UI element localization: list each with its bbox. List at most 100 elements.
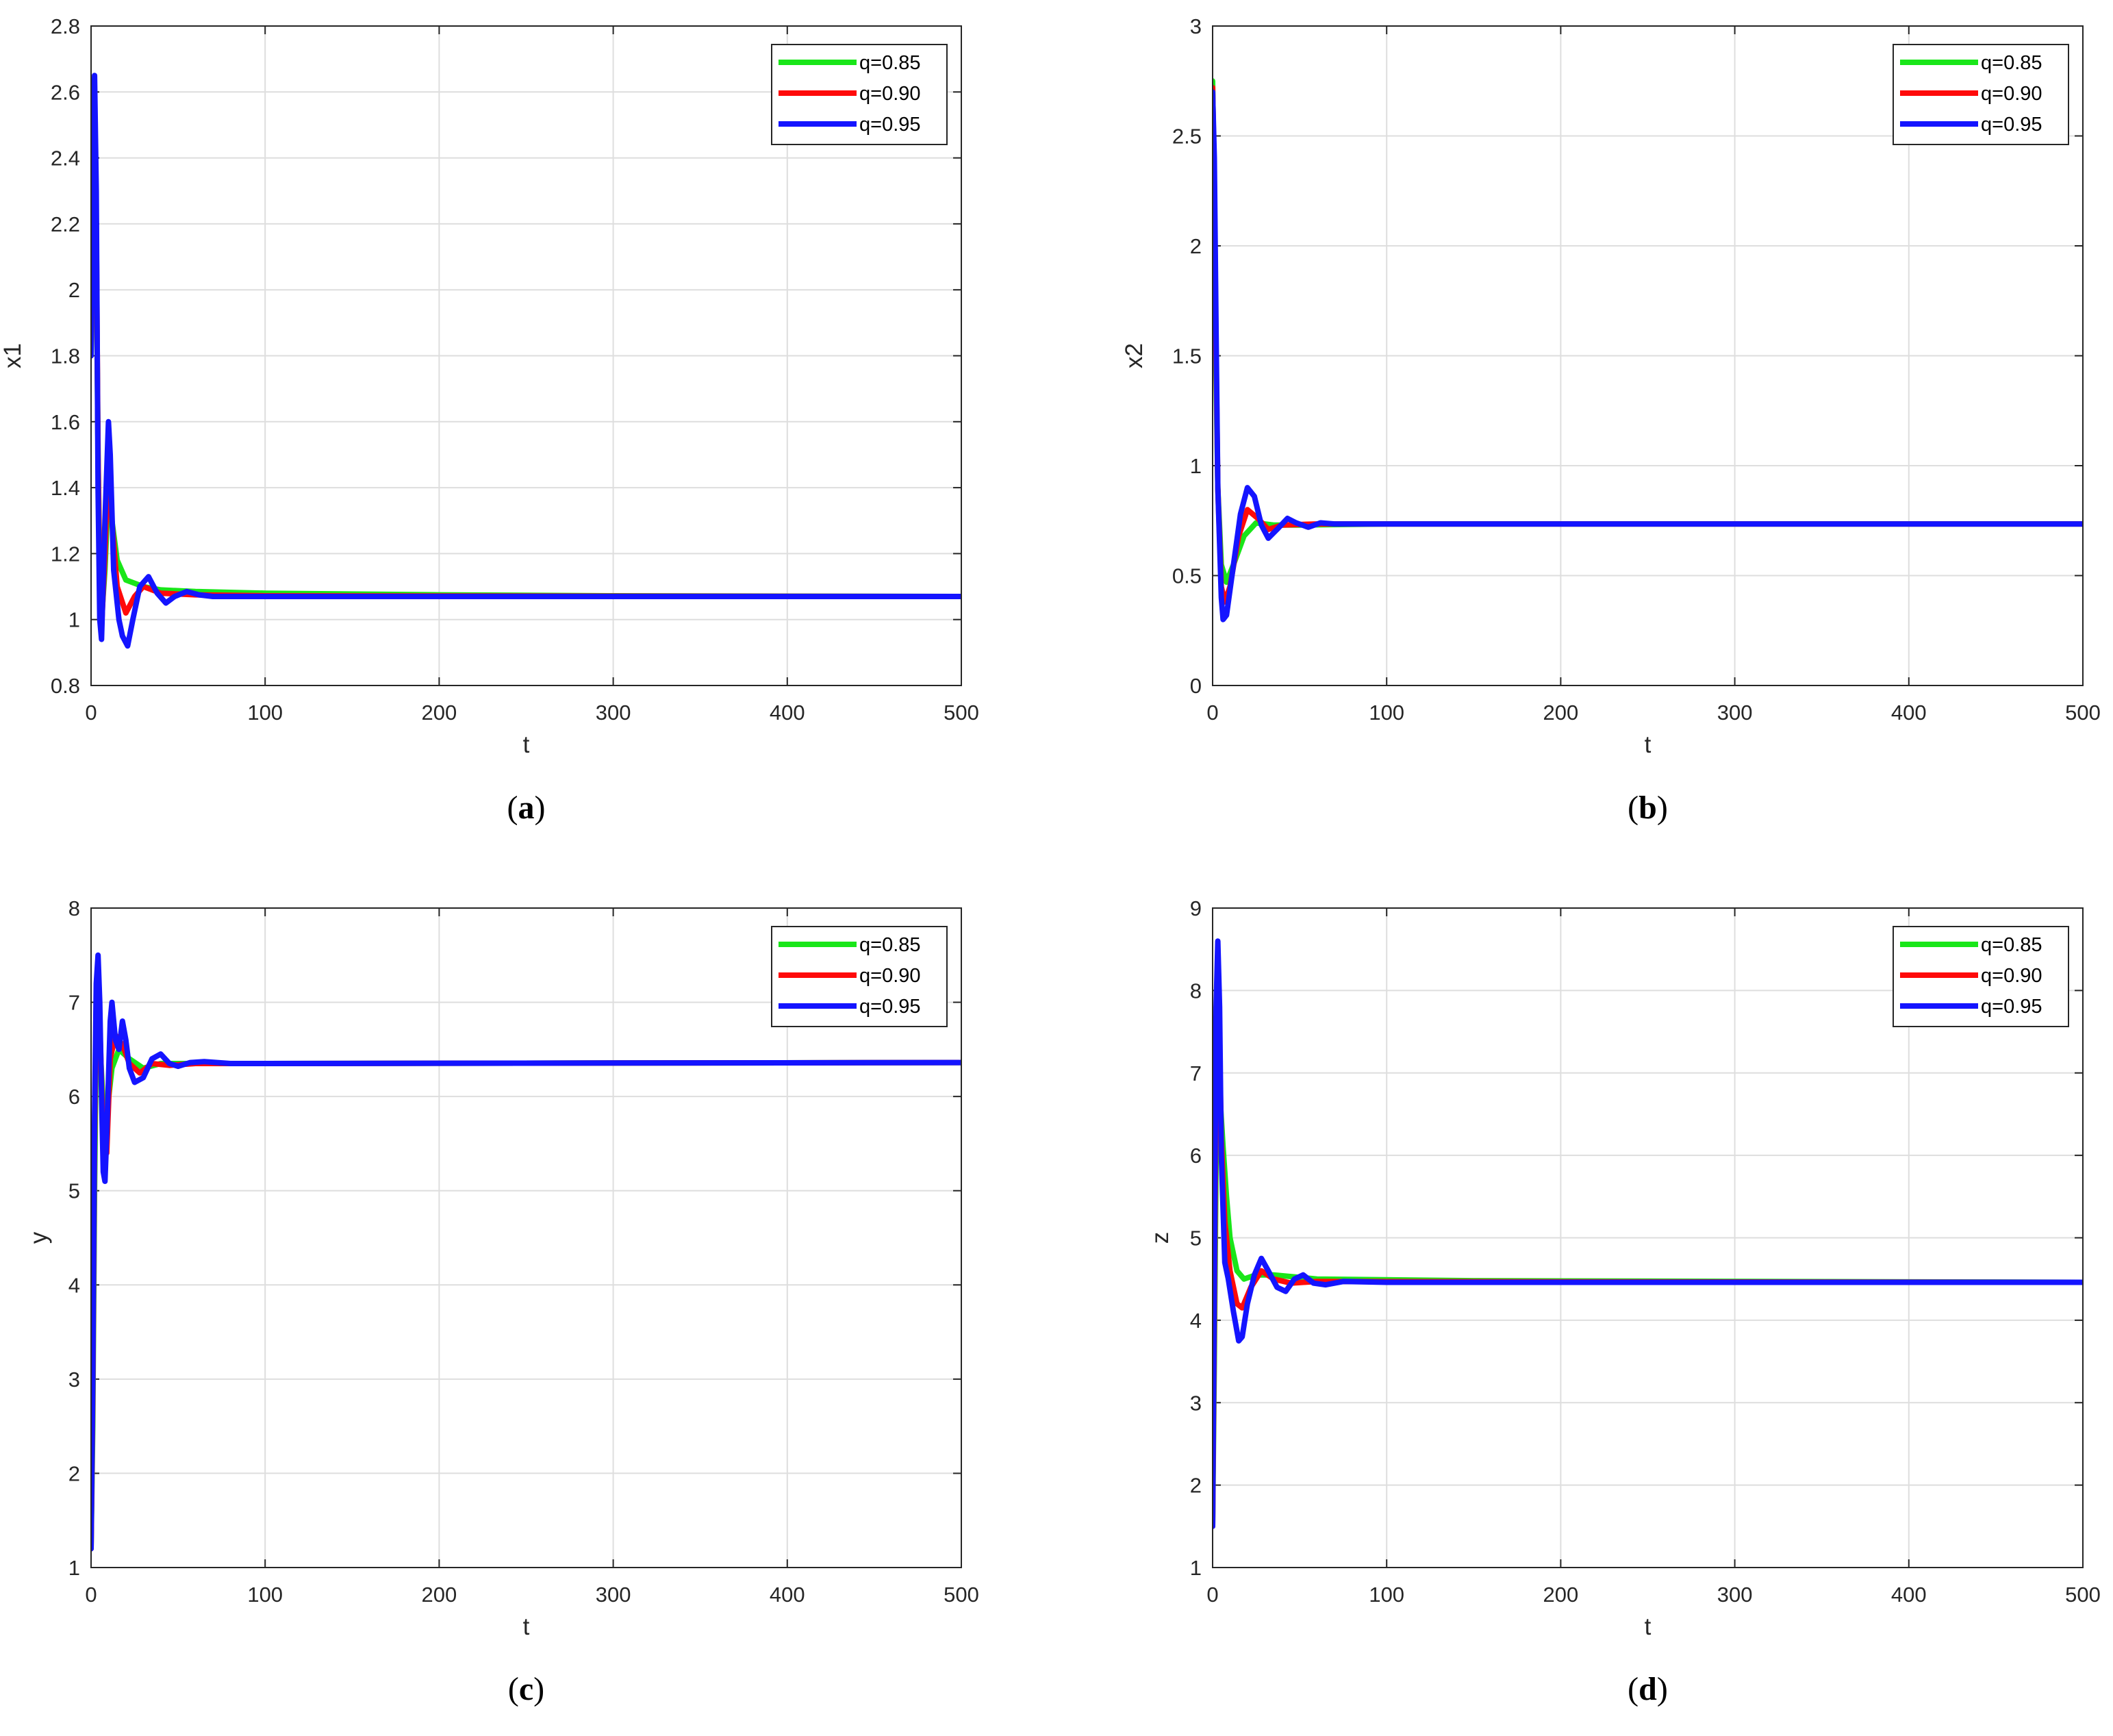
- axes-frame: [1212, 25, 2084, 686]
- series-group: [91, 952, 961, 1552]
- legend-label: q=0.90: [859, 965, 921, 987]
- series-line-q=0.95: [1213, 89, 2083, 622]
- legend: q=0.85 q=0.90 q=0.95: [1893, 44, 2069, 145]
- y-tick-label: 2.2: [51, 212, 80, 236]
- legend-label: q=0.85: [1981, 934, 2042, 956]
- series-line-q=0.95: [91, 73, 961, 649]
- x-tick-label: 200: [422, 1583, 457, 1607]
- y-tick-label: 2.5: [1172, 125, 1202, 149]
- y-tick-label: 1: [1190, 1556, 1202, 1580]
- x-tick-label: 300: [596, 701, 631, 725]
- y-tick-label: 1: [1190, 454, 1202, 478]
- x-axis-label: t: [523, 731, 530, 758]
- y-tick-label: 1.8: [51, 344, 80, 368]
- legend-label: q=0.90: [1981, 83, 2042, 105]
- x-tick-label: 0: [1206, 701, 1218, 725]
- panel-c: 0 100 200 300 400 50012345678tyq=0.85q=0.90q=…: [25, 896, 979, 1707]
- x-tick-label: 400: [1891, 1583, 1927, 1607]
- y-tick-label: 3: [1190, 14, 1202, 38]
- x-tick-label: 200: [1543, 1583, 1579, 1607]
- x-tick-label: 500: [944, 1583, 979, 1607]
- x-tick-label: 300: [1717, 1583, 1753, 1607]
- y-tick-label: 4: [68, 1273, 80, 1297]
- x-tick-label: 400: [1891, 701, 1927, 725]
- y-tick-label: 2: [68, 278, 80, 302]
- y-tick-label: 1.5: [1172, 344, 1202, 368]
- y-tick-label: 2: [1190, 234, 1202, 258]
- y-tick-label: 1.6: [51, 410, 80, 434]
- x-tick-label: 300: [596, 1583, 631, 1607]
- y-tick-label: 0.8: [51, 674, 80, 698]
- panel-d: 0 100 200 300 400 500123456789tzq=0.85q=0.90q…: [1147, 896, 2101, 1707]
- x-axis-label: t: [1645, 731, 1652, 758]
- x-tick-label: 200: [422, 701, 457, 725]
- legend-label: q=0.85: [859, 934, 921, 956]
- y-tick-label: 7: [1190, 1061, 1202, 1085]
- legend-label: q=0.95: [859, 996, 921, 1018]
- series-line-q=0.95: [91, 952, 961, 1552]
- legend-label: q=0.85: [859, 52, 921, 74]
- y-tick-label: 6: [1190, 1144, 1202, 1168]
- x-tick-label: 500: [944, 701, 979, 725]
- y-tick-label: 3: [68, 1368, 80, 1392]
- y-tick-label: 8: [68, 896, 80, 920]
- legend-label: q=0.85: [1981, 52, 2042, 74]
- panel-a: 0 100 200 300 400 500 0.8 1 1.2 1.4 1.6 1.8 2 2.2 2.4 2…: [0, 14, 979, 826]
- y-tick-label: 3: [1190, 1391, 1202, 1415]
- panel-caption: (c): [508, 1671, 544, 1707]
- y-axis-label: y: [25, 1231, 52, 1244]
- panel-b: 0 100 200 300 400 50000.511.522.53tx2q=0.85q=…: [1121, 14, 2101, 826]
- legend-label: q=0.95: [1981, 996, 2042, 1018]
- x-tick-label: 0: [1206, 1583, 1218, 1607]
- series-line-q=0.95: [1213, 938, 2083, 1529]
- axes-frame: [90, 25, 962, 686]
- y-tick-label: 2.8: [51, 14, 80, 38]
- panel-caption: (b): [1628, 790, 1668, 826]
- y-tick-label: 8: [1190, 979, 1202, 1003]
- panel-caption: (d): [1628, 1671, 1668, 1707]
- x-tick-label: 400: [770, 1583, 805, 1607]
- y-tick-label: 9: [1190, 896, 1202, 920]
- y-tick-label: 2.6: [51, 80, 80, 104]
- panel-caption: (a): [507, 790, 546, 826]
- y-tick-label: 4: [1190, 1309, 1202, 1333]
- axes-frame: [90, 907, 962, 1568]
- x-tick-label: 100: [1369, 1583, 1404, 1607]
- legend-label: q=0.90: [1981, 965, 2042, 987]
- x-tick-label: 100: [247, 1583, 283, 1607]
- y-axis-label: z: [1147, 1232, 1174, 1244]
- y-tick-label: 0: [1190, 674, 1202, 698]
- x-tick-label: 100: [1369, 701, 1404, 725]
- legend: q=0.85 q=0.90 q=0.95: [771, 44, 948, 145]
- y-tick-label: 2: [1190, 1474, 1202, 1498]
- y-tick-label: 7: [68, 991, 80, 1015]
- y-axis-label: x1: [0, 343, 26, 368]
- y-tick-label: 1: [68, 1556, 80, 1580]
- x-tick-label: 200: [1543, 701, 1579, 725]
- legend-label: q=0.95: [859, 114, 921, 136]
- x-tick-label: 500: [2065, 1583, 2101, 1607]
- axes-frame: [1212, 907, 2084, 1568]
- legend-label: q=0.95: [1981, 114, 2042, 136]
- y-tick-label: 5: [1190, 1226, 1202, 1250]
- y-tick-label: 1: [68, 608, 80, 632]
- x-axis-label: t: [1645, 1613, 1652, 1640]
- x-tick-label: 300: [1717, 701, 1753, 725]
- x-tick-label: 500: [2065, 701, 2101, 725]
- x-tick-label: 0: [85, 701, 97, 725]
- y-tick-label: 0.5: [1172, 564, 1202, 588]
- y-tick-label: 1.4: [51, 476, 80, 500]
- x-tick-label: 400: [770, 701, 805, 725]
- y-tick-label: 5: [68, 1179, 80, 1203]
- series-group: [91, 73, 961, 649]
- y-tick-label: 2: [68, 1461, 80, 1485]
- y-tick-label: 2.4: [51, 147, 80, 171]
- legend: q=0.85 q=0.90 q=0.95: [1893, 926, 2069, 1027]
- y-tick-label: 6: [68, 1085, 80, 1109]
- series-group: [1213, 938, 2083, 1529]
- x-axis-label: t: [523, 1613, 530, 1640]
- y-tick-label: 1.2: [51, 542, 80, 566]
- legend-label: q=0.90: [859, 83, 921, 105]
- legend: q=0.85 q=0.90 q=0.95: [771, 926, 948, 1027]
